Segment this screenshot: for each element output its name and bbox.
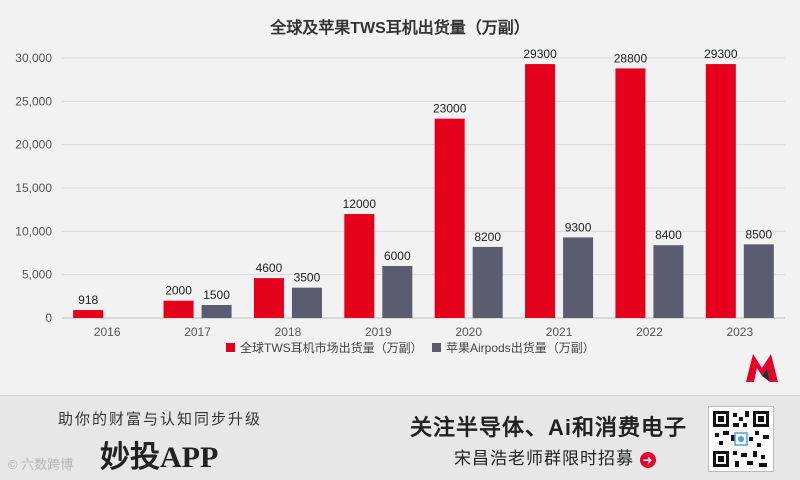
bar-global [525,64,556,318]
bar-apple [291,287,322,318]
legend-label: 全球TWS耳机市场出货量（万副） [240,340,423,355]
bar-apple [472,246,503,318]
y-tick-label: 5,000 [22,268,52,282]
bar-apple [563,237,594,318]
x-tick-label: 2018 [275,325,302,339]
data-label: 1500 [203,288,230,302]
bar-global [73,310,104,318]
bar-chart: 全球及苹果TWS耳机出货量（万副） 0 5,000 10,000 15,000 20,00… [15,18,785,355]
slogan-text: 助你的财富与认知同步升级 [58,411,263,428]
legend-label: 苹果Airpods出货量（万副） [446,340,595,355]
x-tick-label: 2022 [636,325,663,339]
data-label: 9300 [565,220,592,234]
data-label: 6000 [384,249,411,263]
chart-title: 全球及苹果TWS耳机出货量（万副） [269,18,530,37]
data-label: 12000 [343,197,377,211]
legend-swatch [432,343,441,352]
data-label: 8500 [745,227,772,241]
data-label: 2000 [165,284,192,298]
promo-subline-text: 宋昌浩老师群限时招募 [454,449,634,468]
data-label: 8200 [474,230,501,244]
app-name[interactable]: 妙投APP [100,441,219,474]
y-tick-label: 20,000 [15,138,52,152]
data-label: 3500 [294,271,321,285]
x-tick-label: 2021 [546,325,573,339]
y-tick-label: 15,000 [15,181,52,195]
y-tick-label: 10,000 [15,224,52,238]
bar-global [344,214,375,318]
arrow-right-icon[interactable]: ➜ [640,451,656,468]
x-tick-label: 2020 [455,325,482,339]
data-label: 918 [78,293,98,307]
data-label: 23000 [433,102,467,116]
x-tick-label: 2019 [365,325,392,339]
legend-swatch [226,343,235,352]
bar-apple [653,245,684,318]
bar-global [434,118,465,319]
data-label: 28800 [614,51,648,65]
data-label: 4600 [256,261,283,275]
promo-subline[interactable]: 宋昌浩老师群限时招募 ➜ [454,444,656,469]
bar-global [163,300,194,318]
y-tick-label: 30,000 [15,51,52,65]
x-tick-label: 2016 [94,325,121,339]
logo-icon [746,354,778,382]
data-label: 29300 [523,47,557,61]
qr-code-icon[interactable] [708,406,774,472]
bar-apple [201,305,232,318]
chart-area: 全球及苹果TWS耳机出货量（万副） 0 5,000 10,000 15,000 20,00… [15,18,785,382]
y-tick-label: 25,000 [15,94,52,108]
bar-apple [743,244,774,318]
bar-apple [382,266,413,318]
data-label: 29300 [704,47,738,61]
x-tick-label: 2023 [726,325,753,339]
promo-banner: 助你的财富与认知同步升级 妙投APP © 六数跨博 关注半导体、Ai和消费电子 … [0,395,800,480]
bar-global [705,64,736,318]
watermark-text: © 六数跨博 [8,457,74,472]
data-label: 8400 [655,228,682,242]
promo-headline: 关注半导体、Ai和消费电子 [410,415,688,440]
y-tick-label: 0 [45,311,52,325]
bar-global [253,278,284,318]
bar-global [615,68,646,319]
x-tick-label: 2017 [184,325,211,339]
